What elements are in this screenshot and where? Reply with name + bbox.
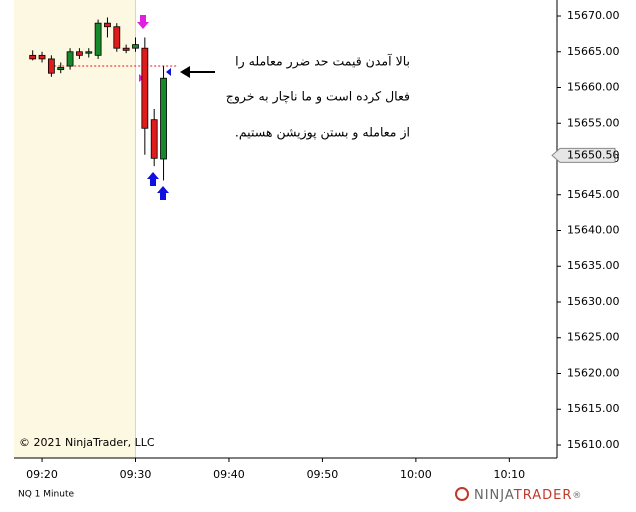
x-tick-label: 09:40 [213,468,245,481]
logo-second: TRADER [513,488,573,503]
buy-marker [166,68,171,76]
x-tick-label: 09:20 [26,468,58,481]
annotation-arrowhead [180,66,190,78]
candle-body [47,58,55,74]
y-tick-label: 15615.00 [567,402,620,415]
y-tick-label: 15625.00 [567,331,620,344]
candle-body [122,47,130,51]
sell-arrow [137,15,149,29]
plot-area [14,0,136,458]
candle-body [38,54,46,60]
candle-body [29,54,37,60]
x-tick-label: 10:00 [400,468,432,481]
annotation: بالا آمدن قیمت حد ضرر معامله را [235,54,410,70]
y-tick-label: 15655.00 [567,116,620,129]
y-tick-label: 15645.00 [567,188,620,201]
y-tick-label: 15635.00 [567,259,620,272]
logo-icon [455,487,469,501]
copyright: © 2021 NinjaTrader, LLC [19,436,155,449]
y-tick-label: 15630.00 [567,295,620,308]
candle-body [85,51,93,54]
last-price-tag [551,147,616,163]
y-tick-label: 15640.00 [567,224,620,237]
candle-body [113,26,121,49]
candle-body [76,51,83,56]
candle-body [141,47,149,129]
logo-mark: ® [572,491,582,501]
candle-body [104,22,111,28]
candle-body [66,51,74,67]
candle-body [94,22,102,56]
y-tick-label: 15670.00 [567,9,620,22]
y-tick-label: 15620.00 [567,366,620,379]
x-tick-label: 09:50 [307,468,339,481]
buy-arrow [147,172,159,186]
y-tick-label: 15660.00 [567,81,620,94]
logo: NINJATRADER® [474,488,582,503]
instrument-label: NQ 1 Minute [18,490,74,500]
x-tick-label: 09:30 [120,468,152,481]
candle-body [150,119,158,159]
candle-body [132,44,139,49]
logo-first: NINJA [474,488,514,503]
y-tick-label: 15665.00 [567,45,620,58]
pre-session-shade [14,0,136,458]
y-tick-label: 15610.00 [567,438,620,451]
buy-arrow [157,186,169,200]
x-tick-label: 10:10 [493,468,525,481]
annotation: از معامله و بستن پوزیشن هستیم. [235,125,410,141]
annotation: فعال کرده است و ما ناچار به خروج [226,89,410,105]
candle-body [57,67,65,71]
candle-body [160,77,167,160]
last-price-label: 15650.50 [567,148,620,161]
